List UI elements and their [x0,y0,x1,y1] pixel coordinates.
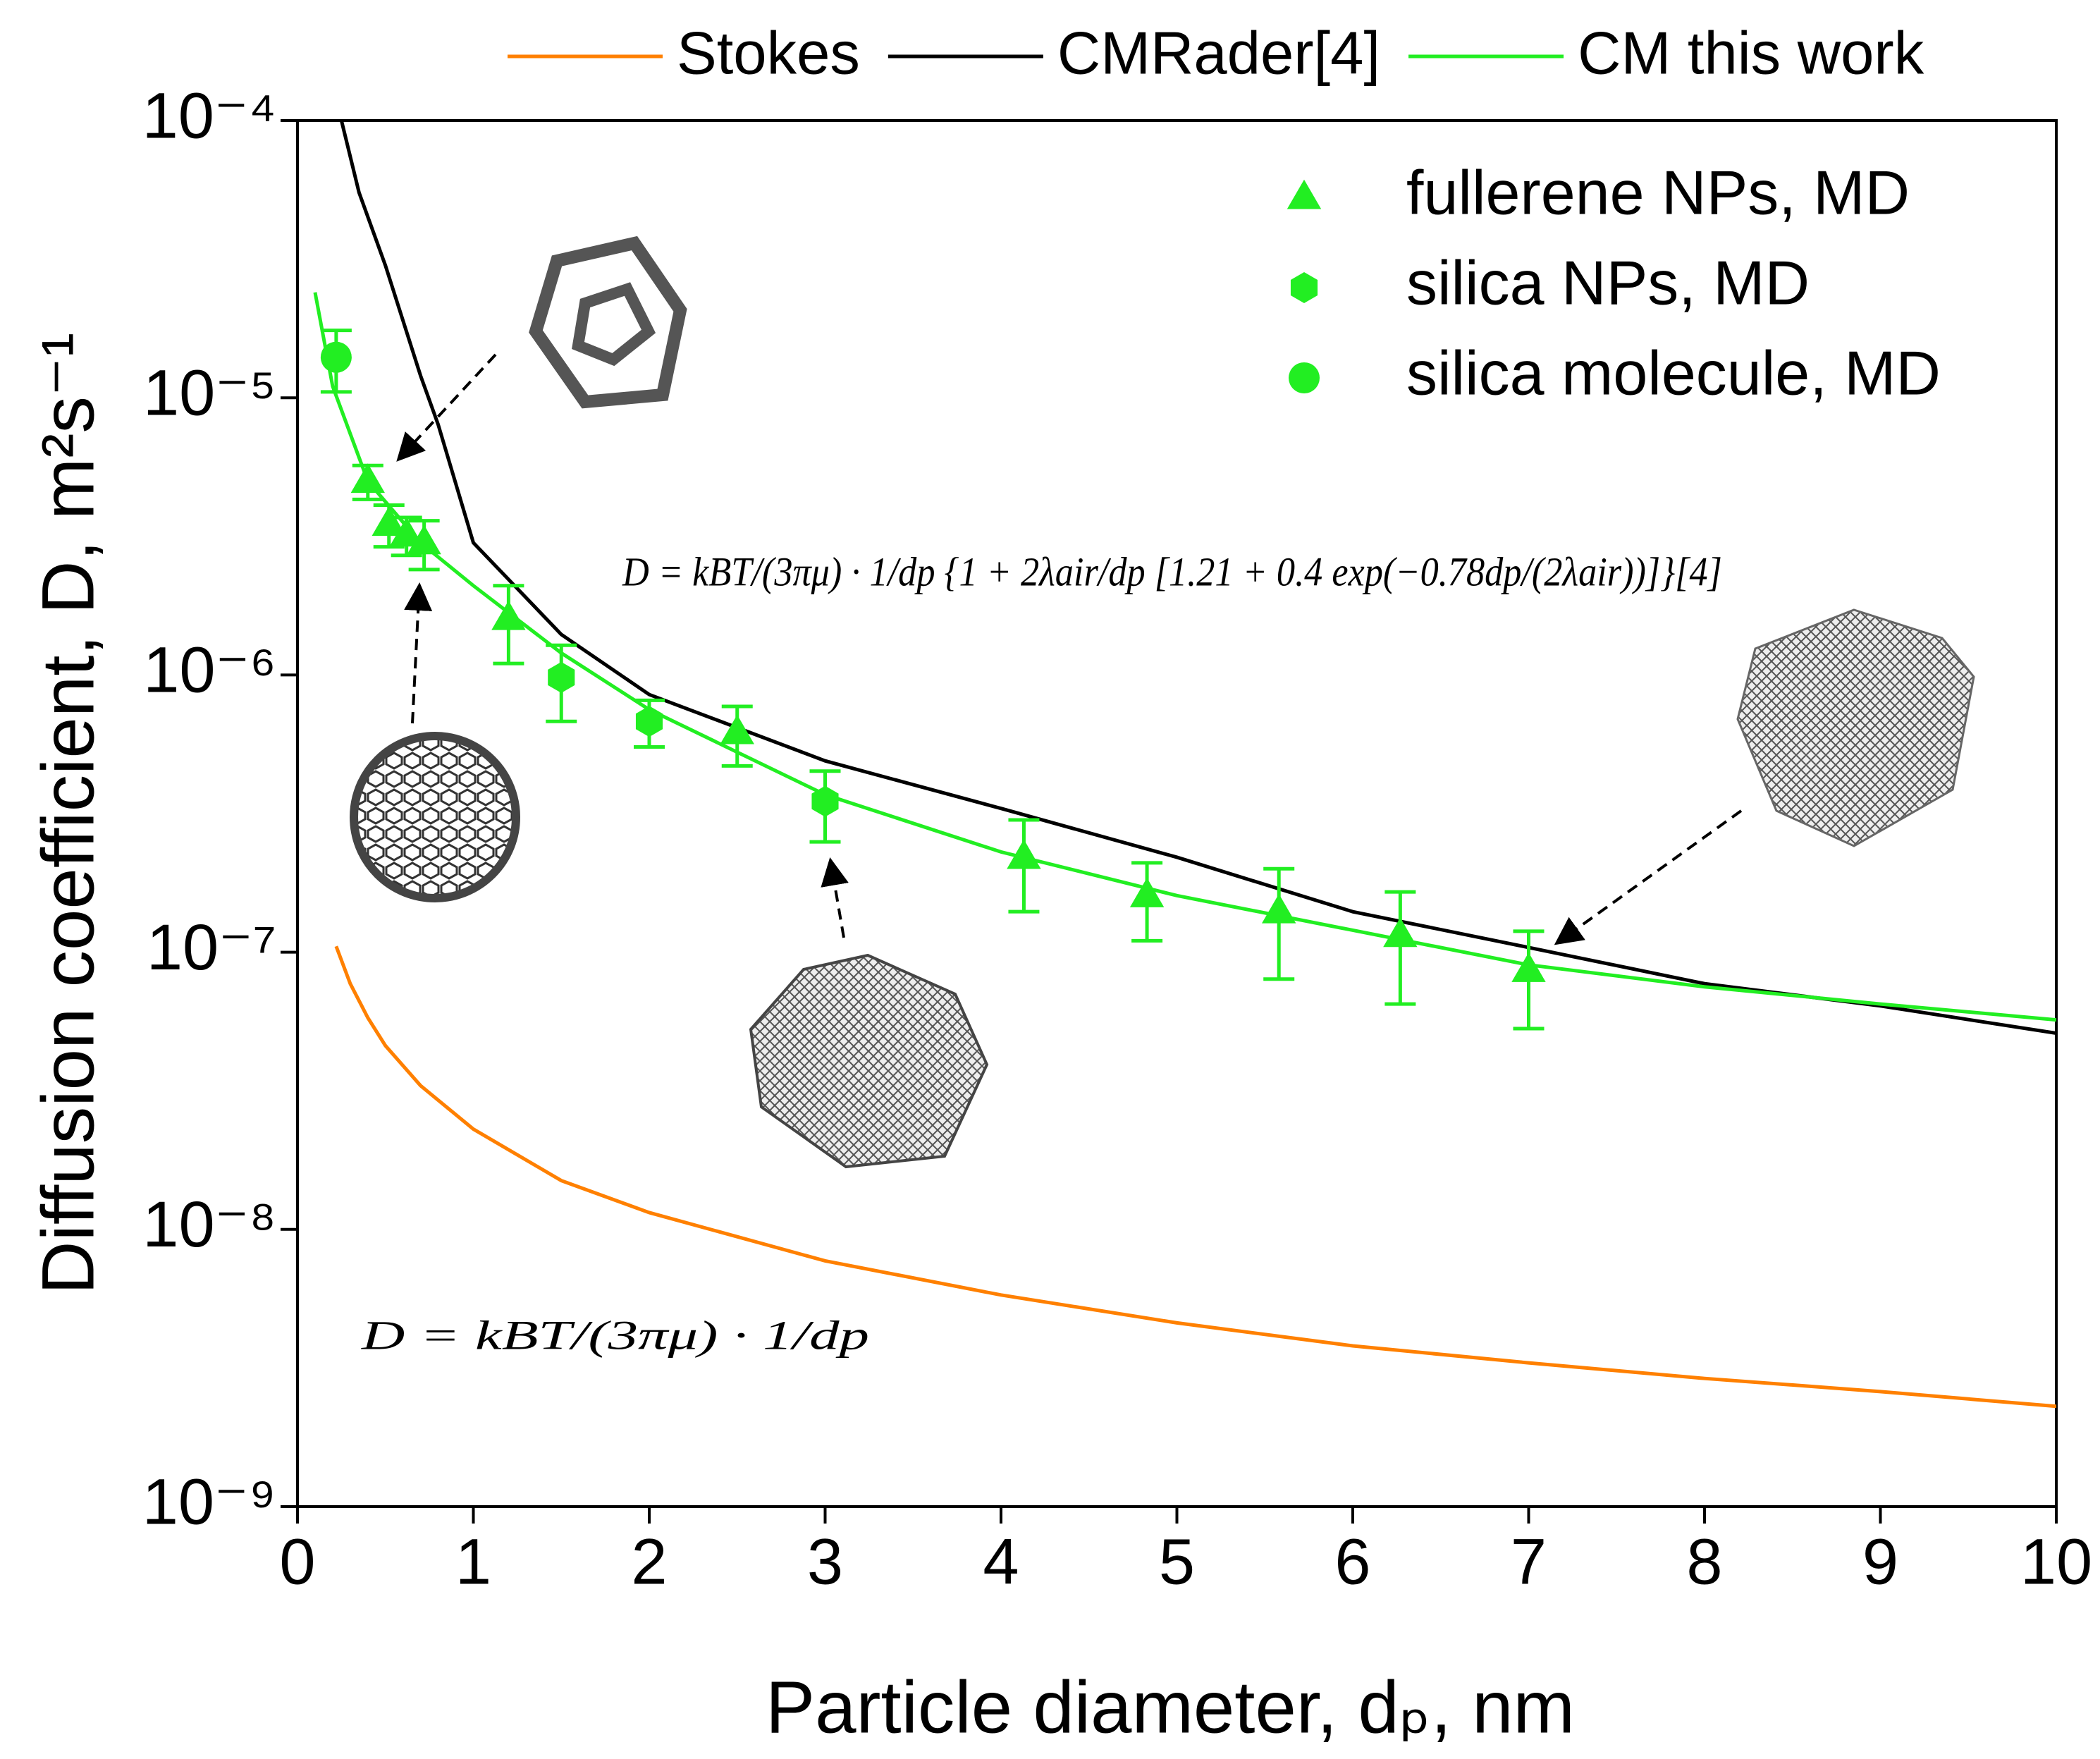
dodecahedron-face [578,289,649,360]
x-tick-label: 5 [1159,1526,1195,1598]
chart: D = kBT/(3πμ) · 1/dp {1 + 2λair/dp [1.21… [0,0,2100,1759]
y-tick-label: 10⁻⁸ [142,1189,276,1261]
arrow [830,860,844,938]
legend-label: CM this work [1578,20,1924,87]
x-tick-label: 4 [983,1526,1019,1598]
marker [351,463,385,493]
arrows [398,355,1741,943]
marker [720,715,754,744]
legend-label: CMRader[4] [1057,20,1380,87]
marker [1383,917,1417,947]
legend-label: Stokes [677,20,860,87]
marker [636,706,663,737]
arrow [398,355,496,460]
x-tick-label: 3 [807,1526,843,1598]
y-tick-label: 10⁻⁹ [142,1466,276,1538]
marker [1289,362,1320,393]
stokes-equation: D = kBT/(3πμ) · 1/dp [361,1312,869,1358]
x-tick-label: 6 [1334,1526,1370,1598]
marker [1262,894,1296,924]
legend-label: silica NPs, MD [1406,247,1810,317]
x-tick-label: 8 [1686,1526,1722,1598]
legend-label: fullerene NPs, MD [1406,157,1910,227]
y-axis-label: Diffusion coefficient, D, m²s⁻¹ [27,333,110,1295]
marker [548,662,575,693]
x-tick-label: 9 [1862,1526,1898,1598]
rader-equation: D = kBT/(3πμ) · 1/dp {1 + 2λair/dp [1.21… [622,548,1722,594]
legend-label: silica molecule, MD [1406,338,1941,407]
c60 [354,736,516,898]
page: D = kBT/(3πμ) · 1/dp {1 + 2λair/dp [1.21… [0,0,2100,1759]
silica-cluster [751,955,987,1167]
y-tick-label: 10⁻⁵ [143,357,276,429]
large-cluster [1738,610,1974,846]
marker [1287,180,1321,209]
x-tick-label: 2 [631,1526,667,1598]
x-tick-label: 7 [1511,1526,1547,1598]
x-tick-label: 1 [455,1526,491,1598]
marker [321,342,352,373]
dodecahedron [536,243,680,402]
x-tick-label: 10 [2020,1526,2092,1598]
x-tick-label: 0 [279,1526,315,1598]
arrow [1556,811,1741,943]
y-tick-label: 10⁻⁶ [143,635,276,706]
y-tick-label: 10⁻⁴ [142,80,276,152]
marker [1291,272,1318,303]
y-tick-label: 10⁻⁷ [147,912,276,983]
x-axis-label: Particle diameter, dₚ, nm [766,1667,1575,1749]
arrow [412,585,419,723]
